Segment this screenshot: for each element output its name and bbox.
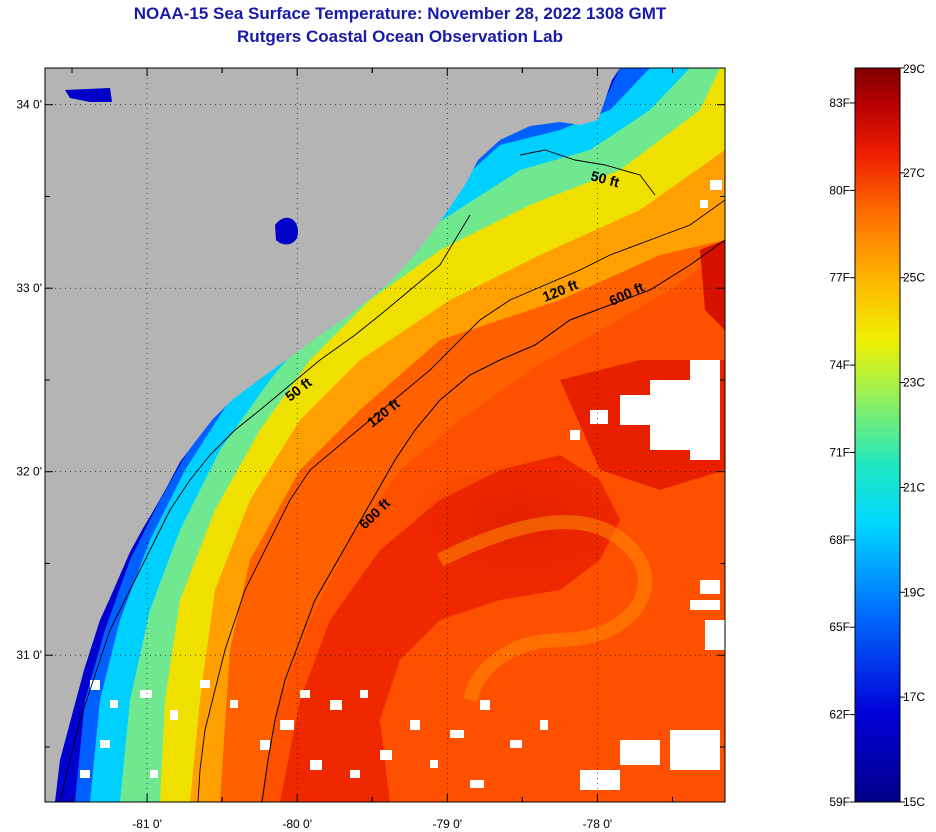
lon-tick-label: -79 0': [432, 817, 462, 831]
colorbar-fahrenheit-label: 68F: [829, 533, 850, 547]
land-mass: [45, 68, 620, 802]
colorbar-fahrenheit-label: 71F: [829, 445, 850, 459]
colorbar-celsius-label: 25C: [903, 271, 925, 285]
map-title: NOAA-15 Sea Surface Temperature: Novembe…: [133, 4, 667, 23]
axis-ticks: [45, 68, 725, 802]
lon-tick-label: -78 0': [583, 817, 613, 831]
contour-600ft: [261, 239, 725, 802]
colorbar-celsius-label: 27C: [903, 166, 925, 180]
contour-50ft: [59, 149, 656, 802]
lat-tick-label: 33 0': [16, 281, 42, 295]
colorbar: [855, 68, 900, 802]
lon-tick-label: -81 0': [132, 817, 162, 831]
colorbar-fahrenheit-label: 77F: [829, 271, 850, 285]
inland-lake: [275, 217, 298, 245]
colorbar-frame: [854, 67, 901, 803]
inland-water: [65, 88, 112, 102]
axis-tick-labels: 34 0' 33 0' 32 0' 31 0' -81 0' -80 0' -79 0' -7…: [16, 98, 612, 831]
colorbar-celsius-label: 19C: [903, 585, 925, 599]
colorbar-fahrenheit-label: 83F: [829, 96, 850, 110]
colorbar-celsius-label: 29C: [903, 62, 925, 76]
lat-tick-label: 32 0': [16, 465, 42, 479]
sst-field: [45, 68, 725, 802]
colorbar-celsius-label: 23C: [903, 376, 925, 390]
colorbar-celsius-label: 15C: [903, 795, 925, 809]
map-frame: [44, 67, 726, 803]
contour-120ft: [197, 199, 725, 802]
colorbar-fahrenheit-label: 80F: [829, 183, 850, 197]
lat-tick-label: 31 0': [16, 648, 42, 662]
map-subtitle: Rutgers Coastal Ocean Observation Lab: [237, 27, 563, 46]
colorbar-fahrenheit-label: 65F: [829, 620, 850, 634]
graticule: [45, 68, 725, 802]
colorbar-celsius-label: 21C: [903, 480, 925, 494]
colorbar-fahrenheit-label: 74F: [829, 358, 850, 372]
colorbar-labels: 29C 27C 25C 23C 21C 19C 17C 15C 83F 80F 77F 74F 71F 6…: [829, 62, 925, 809]
lat-tick-label: 34 0': [16, 98, 42, 112]
lon-tick-label: -80 0': [282, 817, 312, 831]
colorbar-fahrenheit-label: 62F: [829, 708, 850, 722]
colorbar-fahrenheit-label: 59F: [829, 795, 850, 809]
colorbar-celsius-label: 17C: [903, 690, 925, 704]
cloud-pixels: [80, 180, 725, 790]
